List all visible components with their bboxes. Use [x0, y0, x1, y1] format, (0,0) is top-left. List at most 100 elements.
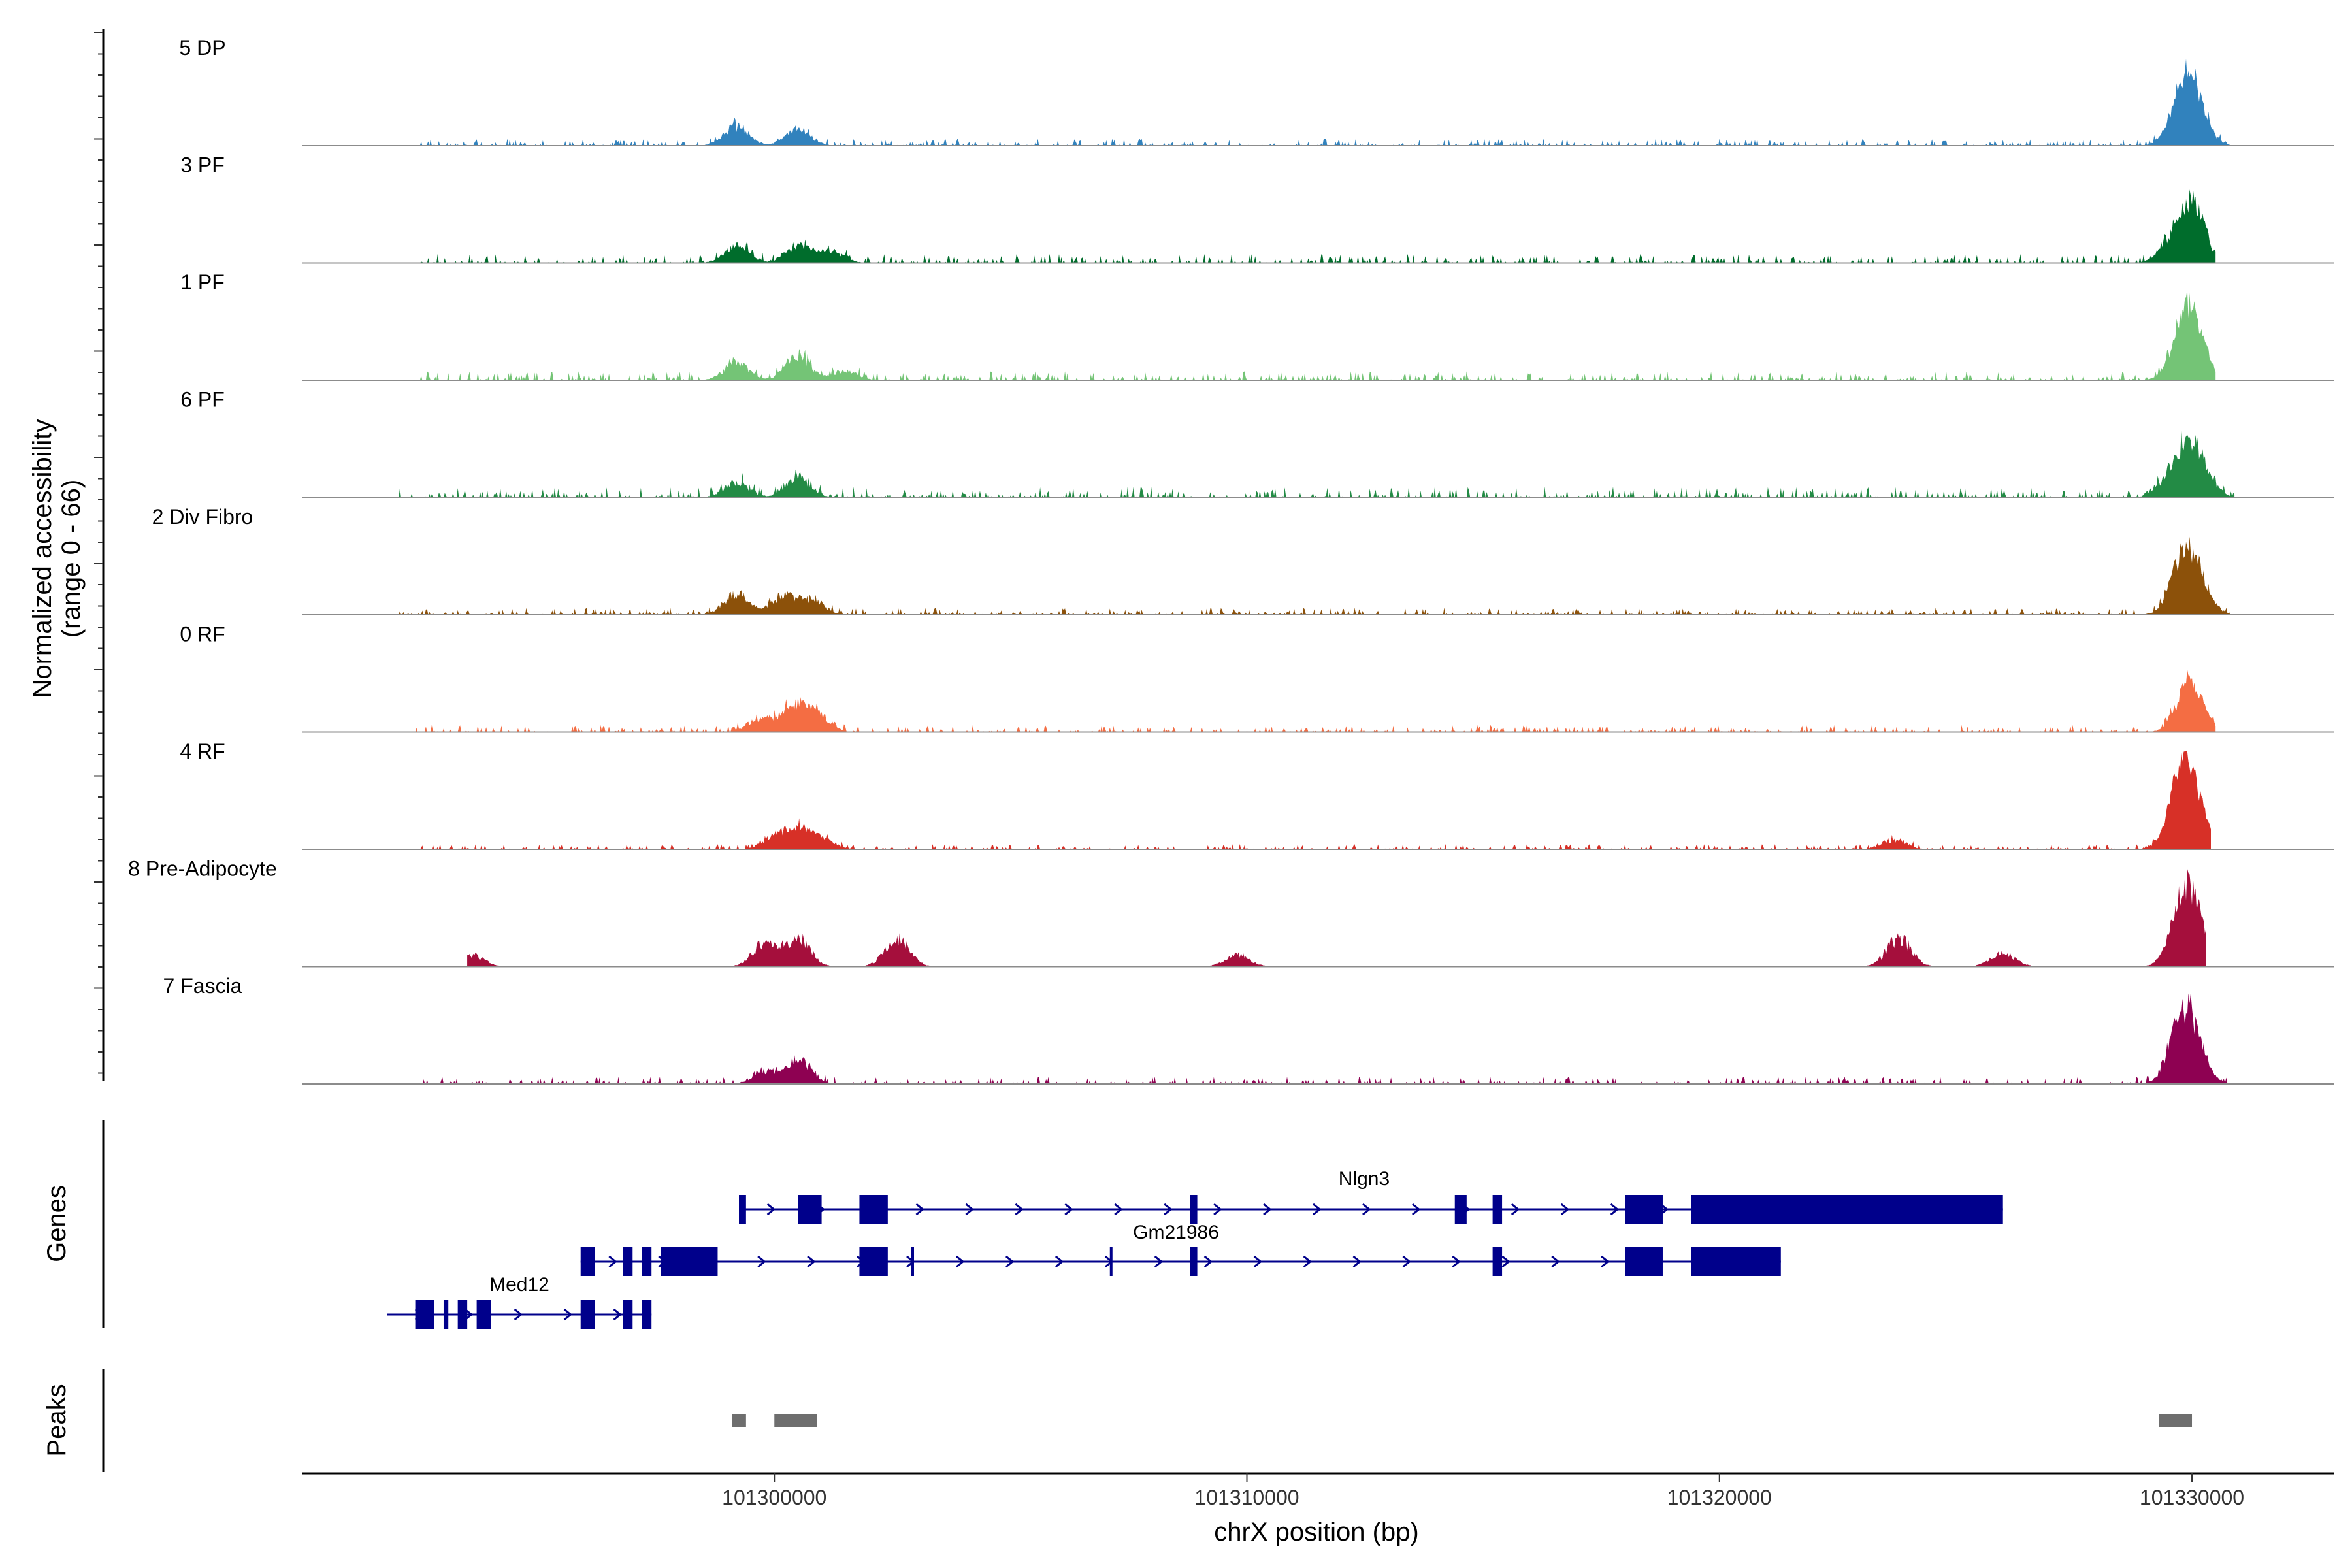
gene-label-med12: Med12	[489, 1274, 549, 1296]
exon	[661, 1247, 718, 1276]
gene-label-nlgn3: Nlgn3	[1339, 1168, 1390, 1190]
coverage-area-1-pf	[419, 289, 2216, 380]
strand-arrow	[807, 1255, 816, 1268]
y-axis-title-line1: Normalized accessibility	[28, 419, 57, 698]
peaks-title: Peaks	[42, 1384, 71, 1456]
track-5-dp: 5 DP	[179, 36, 2334, 146]
exon	[1625, 1247, 1663, 1276]
exon	[1492, 1195, 1503, 1224]
strand-arrow	[1303, 1255, 1312, 1268]
track-label-0-rf: 0 RF	[180, 623, 225, 646]
track-0-rf: 0 RF	[180, 623, 2334, 733]
track-label-2-div-fibro: 2 Div Fibro	[152, 505, 253, 529]
coverage-area-3-pf	[419, 189, 2216, 263]
x-tick-label: 101310000	[1194, 1486, 1299, 1509]
track-2-div-fibro: 2 Div Fibro	[152, 505, 2334, 615]
exon	[623, 1300, 633, 1329]
strand-arrow	[915, 1203, 924, 1216]
coverage-tracks: 5 DP 3 PF 1 PF 6 PF 2 Div Fibro 0 RF 4 RF 8 Pre…	[128, 36, 2334, 1085]
exon	[642, 1300, 652, 1329]
strand-arrow	[1411, 1203, 1421, 1216]
exon	[443, 1300, 449, 1329]
strand-arrow	[956, 1255, 965, 1268]
exon	[580, 1300, 595, 1329]
strand-arrow	[1253, 1255, 1262, 1268]
exon	[642, 1247, 652, 1276]
exon	[1190, 1195, 1198, 1224]
strand-arrow	[1015, 1203, 1024, 1216]
peak-region	[732, 1414, 746, 1427]
strand-arrow	[1313, 1203, 1322, 1216]
strand-arrow	[608, 1255, 617, 1268]
exon	[1190, 1247, 1198, 1276]
strand-arrow	[1601, 1255, 1610, 1268]
peak-region	[2159, 1414, 2193, 1427]
coverage-area-5-dp	[419, 59, 2230, 146]
coverage-area-2-div-fibro	[396, 536, 2230, 615]
exon	[859, 1247, 888, 1276]
strand-arrow	[1154, 1255, 1164, 1268]
exon	[739, 1195, 746, 1224]
strand-arrow	[1452, 1255, 1461, 1268]
track-7-fascia: 7 Fascia	[163, 974, 2334, 1085]
exon	[798, 1195, 822, 1224]
track-label-5-dp: 5 DP	[179, 36, 225, 59]
track-6-pf: 6 PF	[180, 388, 2334, 498]
strand-arrow	[613, 1308, 622, 1321]
track-1-pf: 1 PF	[180, 270, 2334, 381]
exon	[415, 1300, 434, 1329]
strand-arrow	[1005, 1255, 1015, 1268]
strand-arrow	[1352, 1255, 1362, 1268]
gene-nlgn3: Nlgn3	[739, 1168, 2003, 1224]
track-4-rf: 4 RF	[180, 740, 2334, 850]
strand-arrow	[563, 1308, 573, 1321]
peak-track	[732, 1414, 2193, 1427]
x-axis-ticks: 101300000 101310000 101320000 101330000	[722, 1473, 2244, 1509]
strand-arrow	[1203, 1255, 1213, 1268]
x-axis-title: chrX position (bp)	[1214, 1518, 1418, 1546]
x-tick-label: 101330000	[2140, 1486, 2244, 1509]
exon	[1492, 1247, 1503, 1276]
strand-arrow	[1064, 1203, 1073, 1216]
strand-arrow	[1213, 1203, 1222, 1216]
strand-arrow	[766, 1203, 776, 1216]
strand-arrow	[514, 1308, 523, 1321]
y-axis-title-line2: (range 0 - 66)	[57, 480, 86, 638]
strand-arrow	[1560, 1203, 1570, 1216]
strand-arrow	[1362, 1203, 1371, 1216]
track-label-4-rf: 4 RF	[180, 740, 225, 763]
coverage-area-7-fascia	[410, 992, 2230, 1084]
strand-arrow	[1402, 1255, 1411, 1268]
coverage-area-6-pf	[396, 429, 2235, 498]
exon	[1691, 1195, 2003, 1224]
track-3-pf: 3 PF	[180, 154, 2334, 264]
exon	[1109, 1247, 1113, 1276]
strand-arrow	[1511, 1203, 1520, 1216]
coverage-area-8-pre-adipocyte	[467, 868, 2206, 967]
track-label-7-fascia: 7 Fascia	[163, 974, 242, 998]
track-label-1-pf: 1 PF	[180, 270, 225, 294]
exon	[580, 1247, 595, 1276]
strand-arrow	[965, 1203, 974, 1216]
coverage-area-4-rf	[410, 751, 2211, 849]
strand-arrow	[1054, 1255, 1064, 1268]
exon	[476, 1300, 491, 1329]
track-label-6-pf: 6 PF	[180, 388, 225, 412]
exon	[1454, 1195, 1467, 1224]
peak-region	[774, 1414, 817, 1427]
strand-arrow	[1114, 1203, 1123, 1216]
y-axis-ticks	[94, 32, 103, 1074]
gene-label-gm21986: Gm21986	[1133, 1222, 1219, 1243]
track-8-pre-adipocyte: 8 Pre-Adipocyte	[128, 857, 2334, 968]
genes-title: Genes	[42, 1185, 71, 1262]
exon	[623, 1247, 633, 1276]
exon	[457, 1300, 468, 1329]
strand-arrow	[1610, 1203, 1620, 1216]
coverage-area-0-rf	[410, 669, 2216, 732]
strand-arrow	[1164, 1203, 1173, 1216]
track-label-3-pf: 3 PF	[180, 154, 225, 177]
gene-med12: Med12	[387, 1274, 652, 1329]
exon	[911, 1247, 914, 1276]
strand-arrow	[1551, 1255, 1560, 1268]
